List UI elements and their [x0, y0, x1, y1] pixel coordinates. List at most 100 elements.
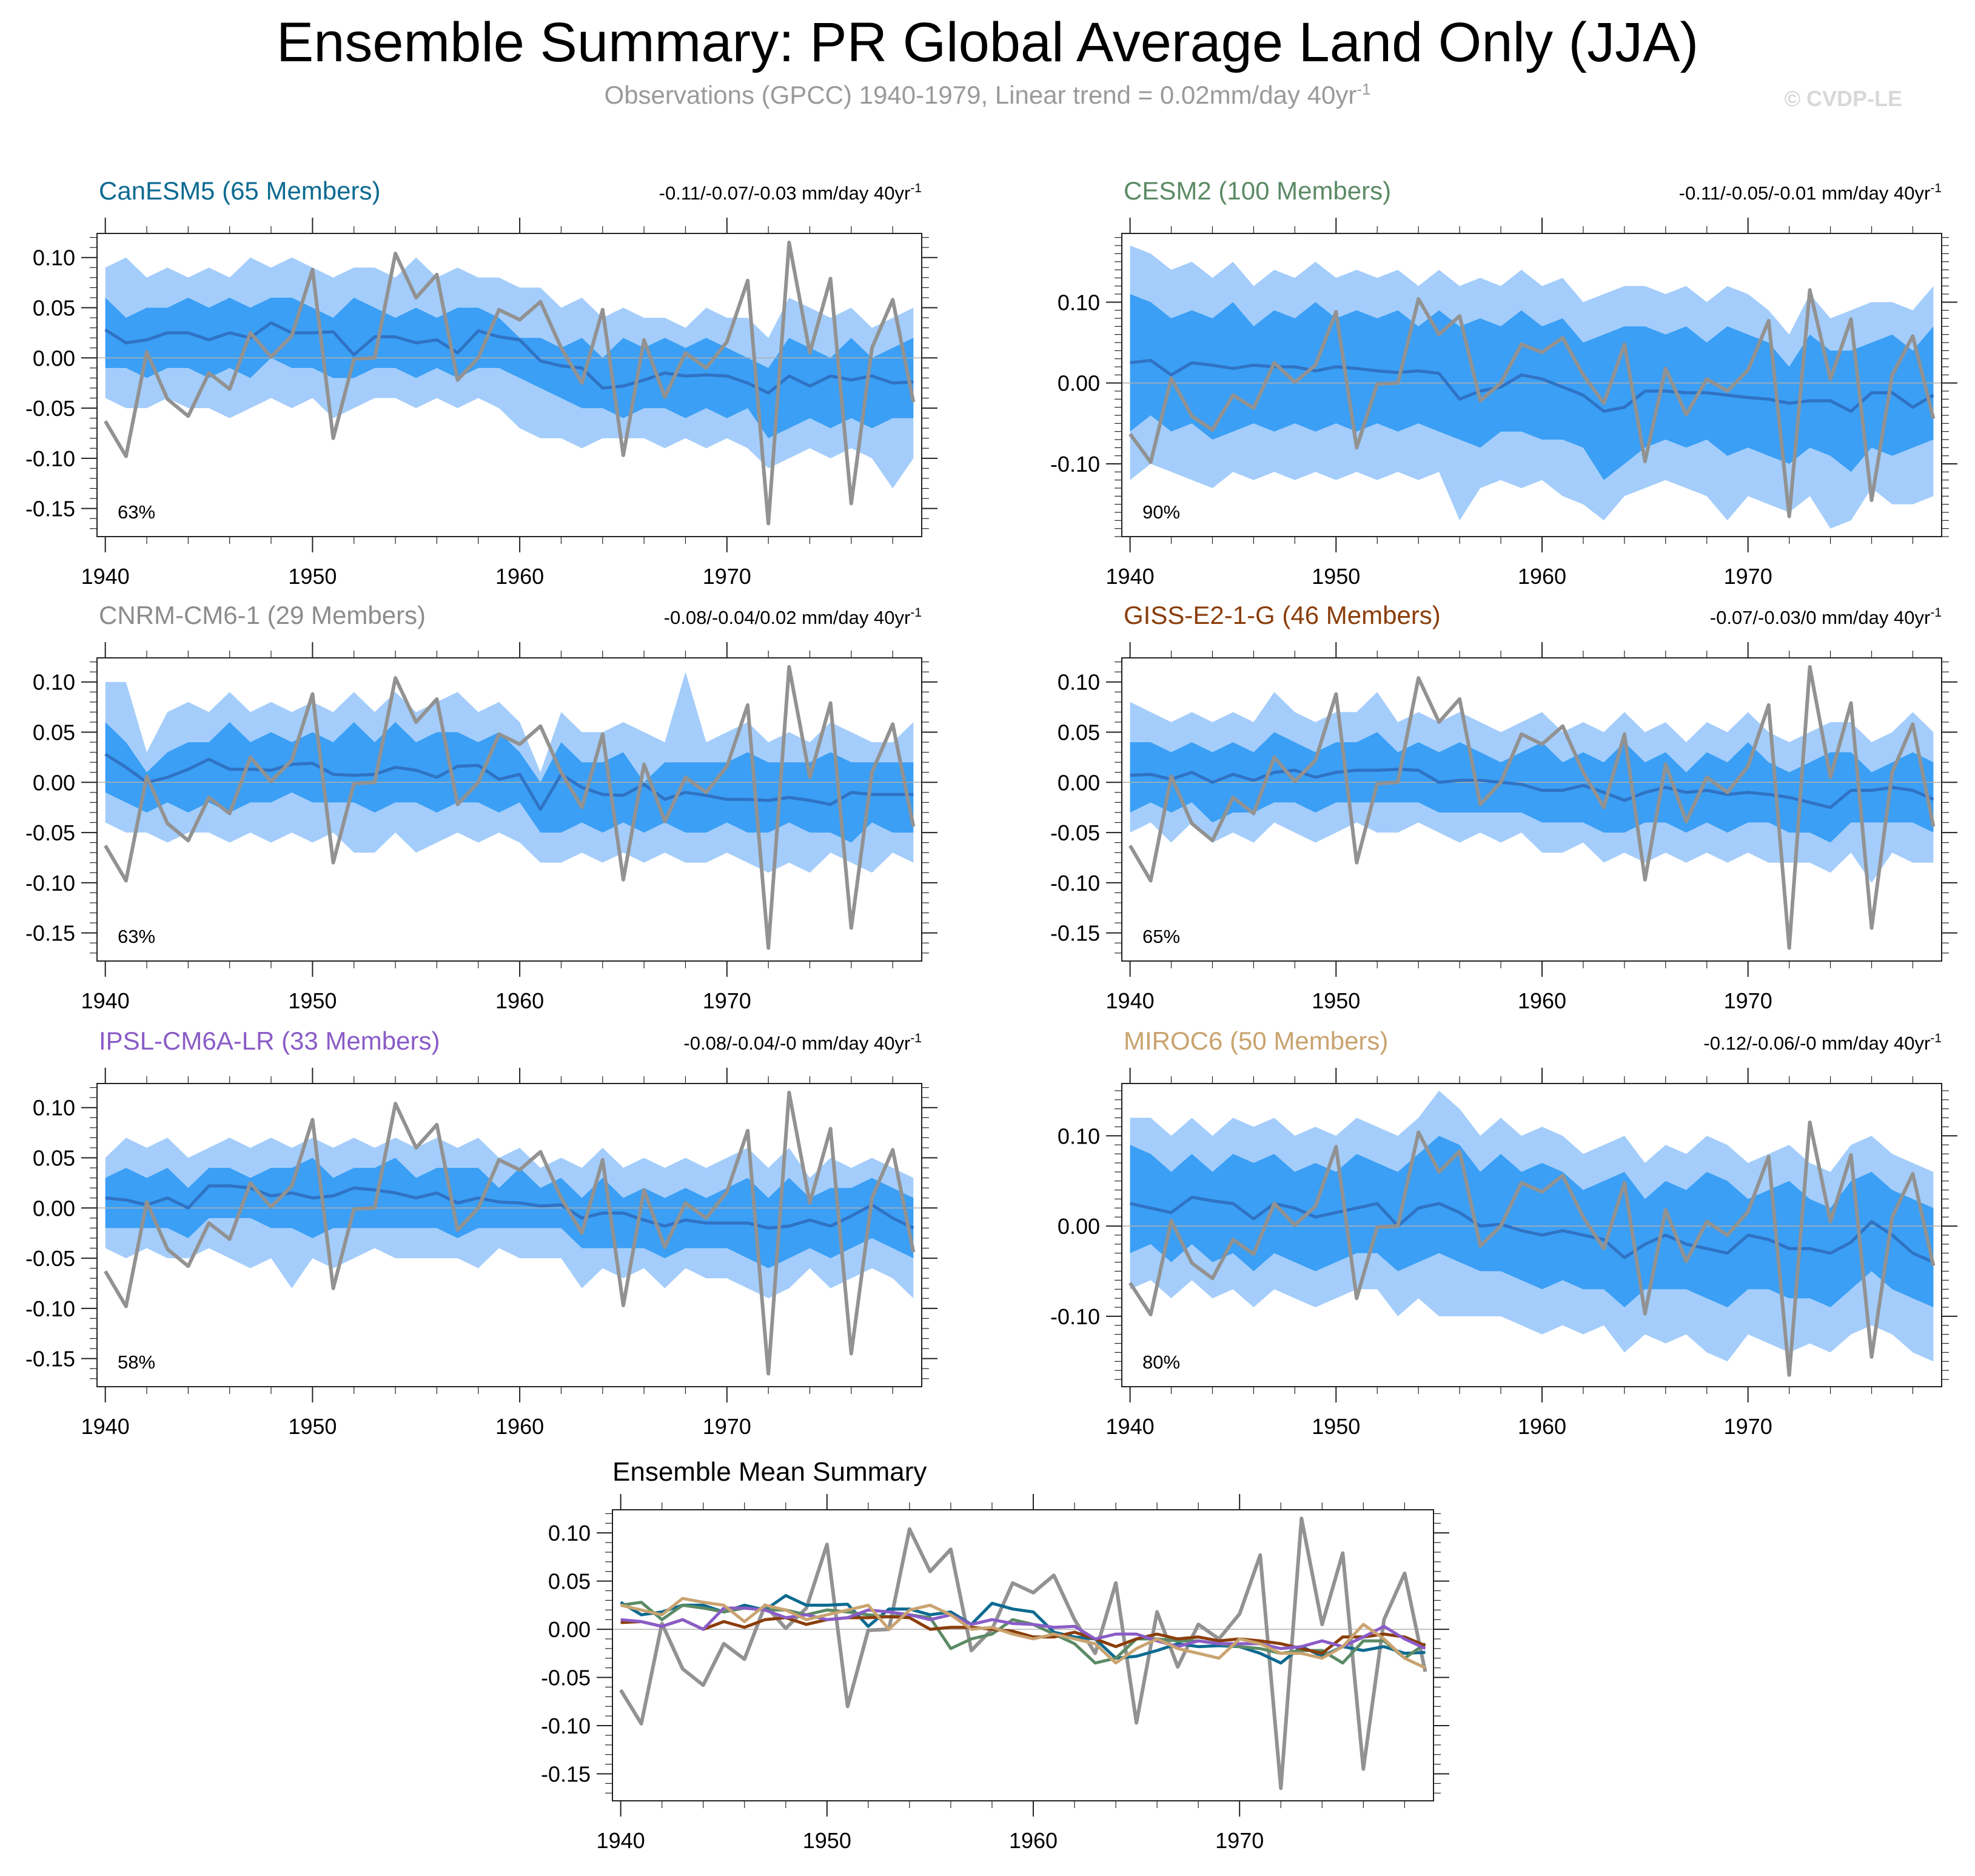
y-tick-label: 0.10	[33, 1096, 75, 1121]
x-tick-label: 1940	[81, 1414, 130, 1439]
panel-title: CNRM-CM6-1 (29 Members)	[99, 601, 426, 629]
observations-line	[104, 240, 916, 526]
y-tick-label: -0.10	[25, 871, 75, 896]
plot-frame	[96, 1083, 922, 1387]
x-tick-label: 1950	[288, 564, 337, 589]
y-tick-label: 0.05	[33, 720, 75, 745]
x-tick-label: 1940	[597, 1828, 645, 1853]
panel-cesm2: 0.10 0.00 -0.10 1940 1950 1960 1970 CESM2 (100 …	[1050, 176, 1957, 589]
y-tick-label: -0.10	[25, 446, 75, 471]
observations-line	[1128, 665, 1936, 950]
inner-spread-band	[105, 1157, 914, 1268]
x-tick-label: 1970	[1724, 1414, 1772, 1439]
subtitle-text: Observations (GPCC) 1940-1979, Linear tr…	[604, 81, 1357, 109]
x-tick-label: 1960	[1518, 988, 1566, 1013]
x-tick-label: 1950	[1312, 564, 1360, 589]
x-tick-label: 1960	[495, 564, 544, 589]
x-tick-label: 1970	[1215, 1828, 1264, 1853]
plot-area-miroc6	[1122, 1090, 1942, 1377]
trend-range-label: -0.07/-0.03/0 mm/day 40yr-1	[1710, 606, 1942, 628]
y-tick-label: -0.10	[25, 1296, 75, 1321]
trend-range-label: -0.08/-0.04/-0 mm/day 40yr-1	[683, 1031, 922, 1054]
trend-range-label: -0.11/-0.05/-0.01 mm/day 40yr-1	[1679, 181, 1942, 204]
y-tick-label: -0.15	[1050, 921, 1100, 946]
y-tick-label: 0.10	[1058, 670, 1100, 695]
x-tick-label: 1960	[1009, 1828, 1058, 1853]
y-tick-label: -0.15	[25, 1347, 75, 1372]
plot-frame	[1121, 657, 1942, 962]
plot-area-ipsl	[97, 1090, 922, 1376]
panel-title: Ensemble Mean Summary	[612, 1457, 927, 1487]
series-line-4	[620, 1596, 1426, 1669]
panel-canesm5: 0.10 0.05 0.00 -0.05 -0.10 -0.15 1940 1950 1960 1…	[25, 176, 937, 589]
y-tick-label: 0.05	[33, 296, 75, 321]
plot-area-summary	[612, 1516, 1433, 1791]
x-tick-label: 1950	[288, 988, 337, 1013]
x-tick-label: 1960	[495, 988, 544, 1013]
subtitle-superscript: -1	[1356, 80, 1371, 98]
x-tick-label: 1950	[803, 1828, 851, 1853]
x-tick-label: 1970	[703, 1414, 751, 1439]
y-tick-label: 0.00	[548, 1617, 591, 1642]
y-tick-label: 0.10	[33, 246, 75, 270]
observations-line	[1128, 1121, 1936, 1377]
y-tick-label: -0.05	[541, 1666, 591, 1690]
y-tick-label: 0.00	[33, 770, 75, 795]
x-tick-label: 1940	[1106, 1414, 1155, 1439]
plot-frame	[96, 233, 922, 537]
inner-spread-band	[1130, 294, 1934, 480]
y-tick-label: 0.00	[33, 346, 75, 370]
x-tick-label: 1960	[495, 1414, 544, 1439]
y-tick-label: -0.05	[25, 820, 75, 845]
percent-label: 63%	[118, 926, 155, 947]
percent-label: 63%	[118, 501, 155, 523]
percent-label: 65%	[1142, 926, 1180, 947]
y-tick-label: 0.00	[1058, 1214, 1100, 1239]
y-tick-label: 0.00	[33, 1196, 75, 1221]
x-tick-label: 1950	[1312, 1414, 1360, 1439]
y-tick-label: 0.10	[1058, 1124, 1100, 1148]
y-tick-label: -0.05	[1050, 820, 1100, 845]
y-tick-label: 0.10	[33, 670, 75, 695]
panel-miroc6: 0.10 0.00 -0.10 1940 1950 1960 1970 MIROC6 (50 …	[1050, 1027, 1957, 1439]
plot-area-cnrm	[97, 665, 922, 950]
trend-range-label: -0.12/-0.06/-0 mm/day 40yr-1	[1703, 1031, 1942, 1054]
x-tick-label: 1940	[81, 564, 130, 589]
panel-title: MIROC6 (50 Members)	[1124, 1027, 1388, 1055]
trend-range-label: -0.08/-0.04/0.02 mm/day 40yr-1	[664, 606, 922, 628]
plot-frame	[612, 1509, 1434, 1801]
y-tick-label: 0.00	[1058, 371, 1100, 396]
y-tick-label: -0.05	[25, 396, 75, 421]
y-tick-label: 0.00	[1058, 770, 1100, 795]
percent-label: 80%	[1142, 1352, 1180, 1373]
y-tick-label: -0.05	[25, 1246, 75, 1271]
panel-cnrm: 0.10 0.05 0.00 -0.05 -0.10 -0.15 1940 1950 1960 1…	[25, 601, 937, 1013]
panel-giss: 0.10 0.05 0.00 -0.05 -0.10 -0.15 1940 1950 1960 1…	[1050, 601, 1957, 1013]
y-tick-label: 0.05	[548, 1569, 591, 1594]
panel-title: IPSL-CM6A-LR (33 Members)	[99, 1027, 440, 1055]
y-tick-label: 0.10	[1058, 290, 1100, 315]
observations-line	[1128, 288, 1936, 518]
panel-title: GISS-E2-1-G (46 Members)	[1124, 601, 1441, 629]
series-line-3	[620, 1606, 1426, 1650]
y-tick-label: -0.10	[1050, 452, 1100, 477]
x-tick-label: 1970	[703, 564, 751, 589]
y-tick-label: 0.05	[1058, 720, 1100, 745]
panel-title: CanESM5 (65 Members)	[99, 176, 380, 205]
plot-area-canesm5	[97, 240, 922, 526]
x-tick-label: 1960	[1518, 1414, 1566, 1439]
percent-label: 90%	[1142, 501, 1180, 523]
plot-area-giss	[1122, 665, 1942, 950]
x-tick-label: 1940	[1106, 988, 1155, 1013]
y-tick-label: 0.10	[548, 1521, 591, 1546]
x-tick-label: 1960	[1518, 564, 1566, 589]
y-tick-label: -0.10	[1050, 871, 1100, 896]
x-tick-label: 1940	[1106, 564, 1155, 589]
trend-range-label: -0.11/-0.07/-0.03 mm/day 40yr-1	[659, 181, 922, 204]
page-title: Ensemble Summary: PR Global Average Land…	[276, 12, 1699, 73]
panel-ipsl: 0.10 0.05 0.00 -0.05 -0.10 -0.15 1940 1950 1960 1…	[25, 1027, 937, 1439]
y-tick-label: -0.15	[541, 1761, 591, 1786]
x-tick-label: 1940	[81, 988, 130, 1013]
x-tick-label: 1970	[1724, 988, 1772, 1013]
